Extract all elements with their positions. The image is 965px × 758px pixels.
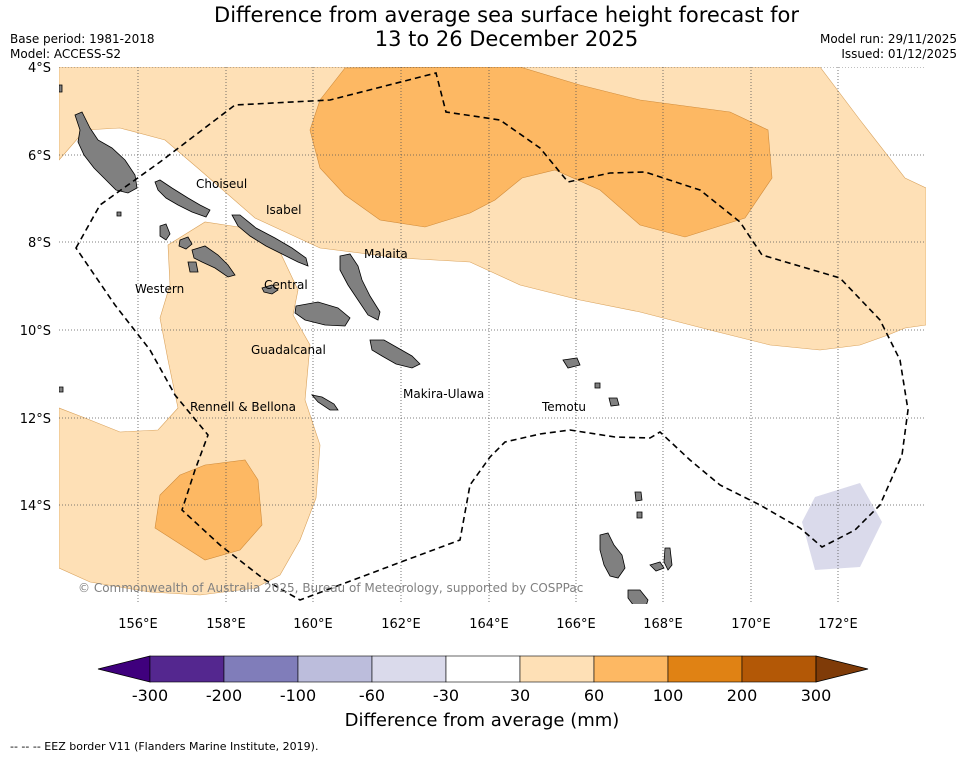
island-small-2 bbox=[636, 511, 643, 519]
lon-label-170e: 170°E bbox=[731, 617, 771, 632]
island-rennell bbox=[310, 394, 339, 411]
island-maewo bbox=[663, 547, 673, 571]
colorbar-segment bbox=[445, 655, 521, 683]
colorbar-segment bbox=[741, 655, 817, 683]
colorbar-segment bbox=[371, 655, 447, 683]
lon-label-156e: 156°E bbox=[118, 617, 158, 632]
island-vanikoro bbox=[608, 397, 620, 407]
province-label-isabel: Isabel bbox=[266, 203, 301, 217]
chart-title-line2: 13 to 26 December 2025 bbox=[374, 27, 639, 51]
lat-label-6s: 6°S bbox=[28, 149, 51, 164]
island-small-4 bbox=[116, 211, 122, 217]
island-choiseul bbox=[154, 179, 211, 218]
issued-text: Issued: 01/12/2025 bbox=[841, 47, 957, 61]
lon-label-162e: 162°E bbox=[381, 617, 421, 632]
province-label-central: Central bbox=[264, 278, 308, 292]
colorbar-tick-label: 300 bbox=[801, 686, 832, 705]
island-bougainville bbox=[74, 111, 138, 194]
model-run-text: Model run: 29/11/2025 bbox=[819, 32, 957, 46]
anomaly-region-south-medium bbox=[154, 459, 263, 561]
island-new-georgia bbox=[191, 245, 236, 278]
island-small-5 bbox=[59, 386, 64, 393]
colorbar-segment bbox=[593, 655, 669, 683]
colorbar-tick-label: -100 bbox=[280, 686, 316, 705]
island-banks bbox=[634, 491, 643, 502]
colorbar-title: Difference from average (mm) bbox=[345, 710, 620, 731]
colorbar-tick-label: 200 bbox=[727, 686, 758, 705]
lon-label-168e: 168°E bbox=[643, 617, 683, 632]
copyright-text: © Commonwealth of Australia 2025, Bureau… bbox=[78, 581, 583, 595]
lat-label-14s: 14°S bbox=[20, 499, 51, 514]
lat-label-4s: 4°S bbox=[28, 61, 51, 76]
colorbar: -300 -200 -100 -60 -30 30 60 100 200 300 bbox=[97, 655, 869, 705]
colorbar-tick-label: -300 bbox=[132, 686, 168, 705]
island-isabel bbox=[231, 214, 309, 267]
island-ambae bbox=[649, 561, 665, 572]
longitude-gridlines bbox=[137, 67, 839, 604]
latitude-gridlines bbox=[59, 67, 926, 506]
chart-title-line1: Difference from average sea surface heig… bbox=[214, 3, 799, 27]
colorbar-tick-label: 100 bbox=[653, 686, 684, 705]
colorbar-tick-label: -200 bbox=[206, 686, 242, 705]
eez-legend-note: -- -- -- EEZ border V11 (Flanders Marine… bbox=[10, 740, 319, 753]
colorbar-extend-min bbox=[97, 655, 151, 683]
island-makira bbox=[369, 339, 421, 369]
colorbar-tick-label: -60 bbox=[359, 686, 385, 705]
island-espiritu-santo bbox=[599, 532, 626, 579]
island-kolombangara bbox=[178, 236, 193, 250]
colorbar-tick-label: 60 bbox=[584, 686, 604, 705]
island-russell bbox=[261, 284, 279, 295]
lat-label-10s: 10°S bbox=[20, 324, 51, 339]
lat-label-8s: 8°S bbox=[28, 236, 51, 251]
colorbar-tick-label: 30 bbox=[510, 686, 530, 705]
lon-label-158e: 158°E bbox=[206, 617, 246, 632]
anomaly-region-negative bbox=[802, 483, 882, 570]
province-label-makira-ulawa: Makira-Ulawa bbox=[403, 387, 484, 401]
island-vella-lavella bbox=[159, 223, 171, 241]
land-masses bbox=[59, 84, 673, 604]
lon-label-164e: 164°E bbox=[469, 617, 509, 632]
colorbar-segment bbox=[149, 655, 225, 683]
latitude-labels: 4°S 6°S 8°S 10°S 12°S 14°S bbox=[20, 61, 51, 514]
colorbar-segment bbox=[519, 655, 595, 683]
island-small-1 bbox=[594, 382, 601, 389]
lon-label-166e: 166°E bbox=[556, 617, 596, 632]
colorbar-segment bbox=[223, 655, 299, 683]
colorbar-tick-label: -30 bbox=[433, 686, 459, 705]
lat-label-12s: 12°S bbox=[20, 412, 51, 427]
colorbar-extend-max bbox=[815, 655, 869, 683]
base-period-text: Base period: 1981-2018 bbox=[10, 32, 155, 46]
eez-border bbox=[75, 72, 909, 601]
province-label-western: Western bbox=[135, 282, 184, 296]
anomaly-region-north-medium bbox=[309, 67, 773, 238]
island-rendova bbox=[187, 261, 199, 273]
province-label-rennell-bellona: Rennell & Bellona bbox=[190, 400, 296, 414]
island-small-3 bbox=[59, 84, 63, 93]
island-santa-cruz bbox=[562, 357, 581, 369]
province-label-malaita: Malaita bbox=[364, 247, 408, 261]
island-guadalcanal bbox=[294, 301, 351, 327]
colorbar-segment bbox=[297, 655, 373, 683]
model-text: Model: ACCESS-S2 bbox=[10, 47, 122, 61]
province-label-guadalcanal: Guadalcanal bbox=[251, 343, 326, 357]
lon-label-160e: 160°E bbox=[293, 617, 333, 632]
province-label-choiseul: Choiseul bbox=[196, 177, 247, 191]
map-area: Choiseul Isabel Malaita Western Central … bbox=[59, 67, 926, 604]
province-label-temotu: Temotu bbox=[541, 400, 586, 414]
island-malakula bbox=[627, 589, 649, 604]
meta-right: Model run: 29/11/2025 Issued: 01/12/2025 bbox=[820, 32, 957, 62]
lon-label-172e: 172°E bbox=[818, 617, 858, 632]
colorbar-segment bbox=[667, 655, 743, 683]
island-malaita bbox=[339, 253, 381, 321]
longitude-labels: 156°E 158°E 160°E 162°E 164°E 166°E 168°… bbox=[118, 617, 858, 632]
meta-left: Base period: 1981-2018 Model: ACCESS-S2 bbox=[10, 32, 155, 62]
